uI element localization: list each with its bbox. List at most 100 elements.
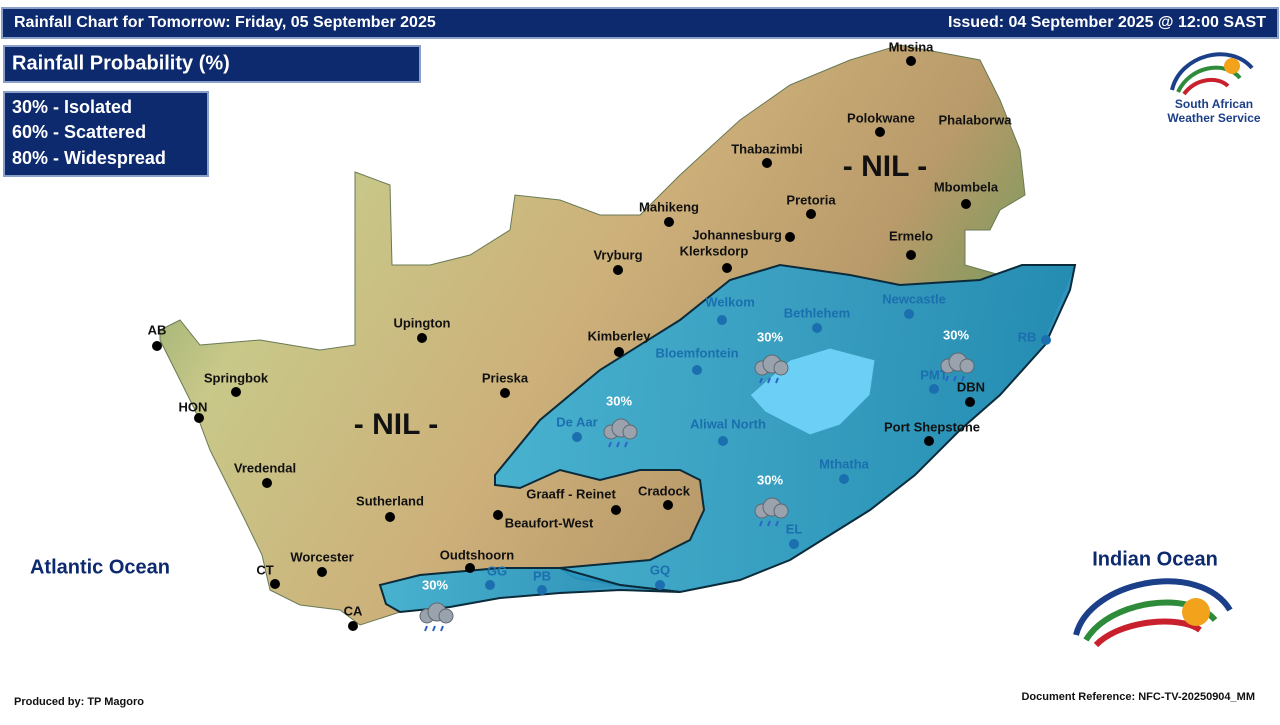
city-dot [317, 567, 327, 577]
rain-drop [432, 625, 436, 632]
city-label: RB [1018, 329, 1037, 344]
logo-arc [1093, 618, 1202, 648]
legend-title-box [3, 45, 421, 83]
city-label: Springbok [204, 370, 269, 385]
city-label: Upington [393, 315, 450, 330]
city-label: GG [487, 563, 507, 578]
city-dot [194, 413, 204, 423]
city-dot [663, 500, 673, 510]
city-label: Sutherland [356, 493, 424, 508]
city-dot [1041, 335, 1051, 345]
city-label: Mthatha [819, 456, 870, 471]
city-dot [485, 580, 495, 590]
rain-drop [775, 520, 779, 527]
city-label: Beaufort-West [505, 515, 594, 530]
header-issued: Issued: 04 September 2025 @ 12:00 SAST [948, 14, 1266, 31]
city-label: CA [344, 603, 363, 618]
city-label: Newcastle [882, 291, 946, 306]
rain-icon [603, 418, 638, 448]
logo-text: South African [1175, 97, 1253, 111]
city-label: Graaff - Reinet [526, 486, 616, 501]
city-dot [961, 199, 971, 209]
city-dot [924, 436, 934, 446]
city-dot [875, 127, 885, 137]
logo-text: Weather Service [1167, 111, 1260, 125]
logo-sun [1224, 58, 1240, 74]
city-dot [762, 158, 772, 168]
city-label: Prieska [482, 370, 529, 385]
cloud-puff [959, 358, 975, 374]
cloud-puff [622, 424, 638, 440]
city-dot [385, 512, 395, 522]
rain-drop [953, 375, 957, 382]
probability-label: 30% [422, 577, 448, 592]
city-dot [465, 563, 475, 573]
rain-drop [945, 375, 949, 382]
probabilities: 30% 30% 30% 30% 30% [419, 327, 975, 632]
rain-icon [754, 497, 789, 527]
city-dot [812, 323, 822, 333]
rain-drop [616, 441, 620, 448]
rain-drop [608, 441, 612, 448]
city-dot [348, 621, 358, 631]
city-dot [262, 478, 272, 488]
rain-drop [424, 625, 428, 632]
city-dot [493, 510, 503, 520]
rain-drop [961, 375, 965, 382]
city-dot [839, 474, 849, 484]
city-dot [692, 365, 702, 375]
cloud-puff [773, 360, 789, 376]
city-dot [664, 217, 674, 227]
city-label: Worcester [290, 549, 353, 564]
probability-label: 30% [606, 393, 632, 408]
legend-item: 60% - Scattered [12, 122, 146, 142]
header-bar [1, 7, 1279, 39]
logo-arc [1182, 77, 1230, 96]
rain-drop [440, 625, 444, 632]
cloud-puff [773, 503, 789, 519]
city-label: Kimberley [588, 328, 652, 343]
header-title: Rainfall Chart for Tomorrow: Friday, 05 … [14, 14, 436, 31]
city-label: Phalaborwa [939, 112, 1013, 127]
city-label: Bethlehem [784, 305, 850, 320]
rain-area [494, 263, 1077, 594]
probability-label: 30% [943, 327, 969, 342]
city-label: Johannesburg [692, 227, 782, 242]
legend-item: 80% - Widespread [12, 148, 166, 168]
logo-sun [1182, 598, 1210, 626]
city-dot [231, 387, 241, 397]
city-label: Vryburg [593, 247, 642, 262]
cities: Musina Polokwane Phalaborwa Thabazimbi Mbomb… [148, 39, 1051, 631]
city-dot [500, 388, 510, 398]
city-dot [806, 209, 816, 219]
city-dot [611, 505, 621, 515]
city-label: PB [533, 568, 551, 583]
city-label: Mahikeng [639, 199, 699, 214]
city-label: PMT [920, 367, 948, 382]
city-dot [904, 309, 914, 319]
city-label: AB [148, 322, 167, 337]
logo-arc [1170, 52, 1254, 91]
city-label: De Aar [556, 414, 597, 429]
rain-drop [775, 377, 779, 384]
rain-icon [940, 352, 975, 382]
city-label: EL [786, 521, 803, 536]
ocean-label: Atlantic Ocean [30, 556, 170, 578]
rain-drop [624, 441, 628, 448]
logo: South African Weather Service [1167, 52, 1261, 125]
city-label: DBN [957, 379, 985, 394]
city-label: Port Shepstone [884, 419, 980, 434]
city-dot [906, 250, 916, 260]
city-dot [789, 539, 799, 549]
city-label: Musina [889, 39, 935, 54]
city-dot [722, 263, 732, 273]
footer-reference: Document Reference: NFC-TV-20250904_MM [1021, 691, 1255, 703]
city-dot [785, 232, 795, 242]
legend-items-box [3, 91, 209, 177]
legend-title: Rainfall Probability (%) [12, 52, 230, 74]
city-dot [965, 397, 975, 407]
city-dot [270, 579, 280, 589]
city-label: Polokwane [847, 110, 915, 125]
city-label: HON [179, 399, 208, 414]
